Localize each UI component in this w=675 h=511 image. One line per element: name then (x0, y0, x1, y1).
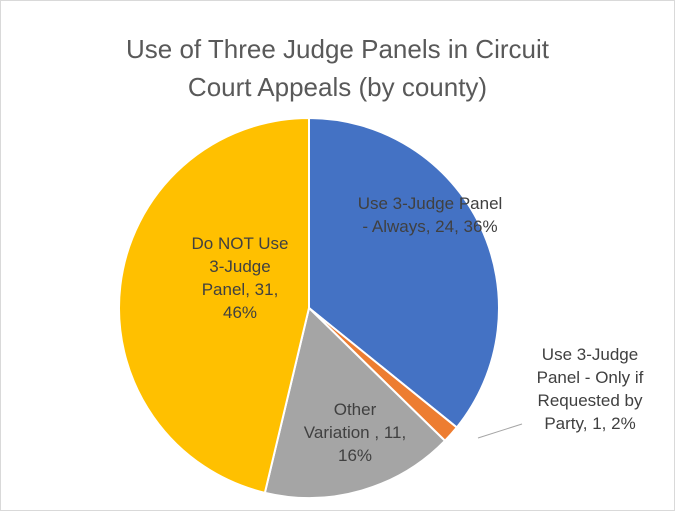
pie-slice (308, 116, 500, 429)
label-category: Do NOT Use 3-Judge Panel (191, 234, 289, 299)
data-label: Use 3-Judge Panel - Always, 24, 36% (355, 192, 505, 238)
pie-slice (263, 306, 447, 499)
label-value: 11 (383, 423, 402, 442)
data-label: Use 3-Judge Panel - Only if Requested by… (525, 343, 655, 435)
label-separator: , (273, 280, 279, 299)
label-percent: 2% (611, 414, 636, 433)
label-separator: , (401, 423, 407, 442)
label-percent: 36% (463, 217, 498, 236)
label-separator: , (374, 423, 384, 442)
label-separator: , (582, 414, 593, 433)
label-percent: 46% (222, 303, 258, 322)
leader-line (477, 423, 523, 439)
label-separator: , (245, 280, 255, 299)
label-category: Other Variation (303, 400, 377, 442)
data-label: Do NOT Use 3-Judge Panel, 31, 46% (185, 232, 295, 324)
label-separator: , (425, 217, 436, 236)
label-separator: , (454, 217, 464, 236)
data-label: Other Variation , 11, 16% (300, 398, 410, 467)
label-value: 24 (435, 217, 455, 236)
label-category: Use 3-Judge Panel - Always (357, 194, 503, 236)
chart-title: Use of Three Judge Panels in Circuit Cou… (126, 34, 549, 102)
label-separator: , (601, 414, 612, 433)
label-value: 31 (254, 280, 274, 299)
label-value: 1 (592, 414, 602, 433)
pie-slice (118, 116, 310, 495)
label-category: Use 3-Judge Panel - Only if Requested by… (536, 345, 644, 433)
label-percent: 16% (337, 446, 373, 465)
